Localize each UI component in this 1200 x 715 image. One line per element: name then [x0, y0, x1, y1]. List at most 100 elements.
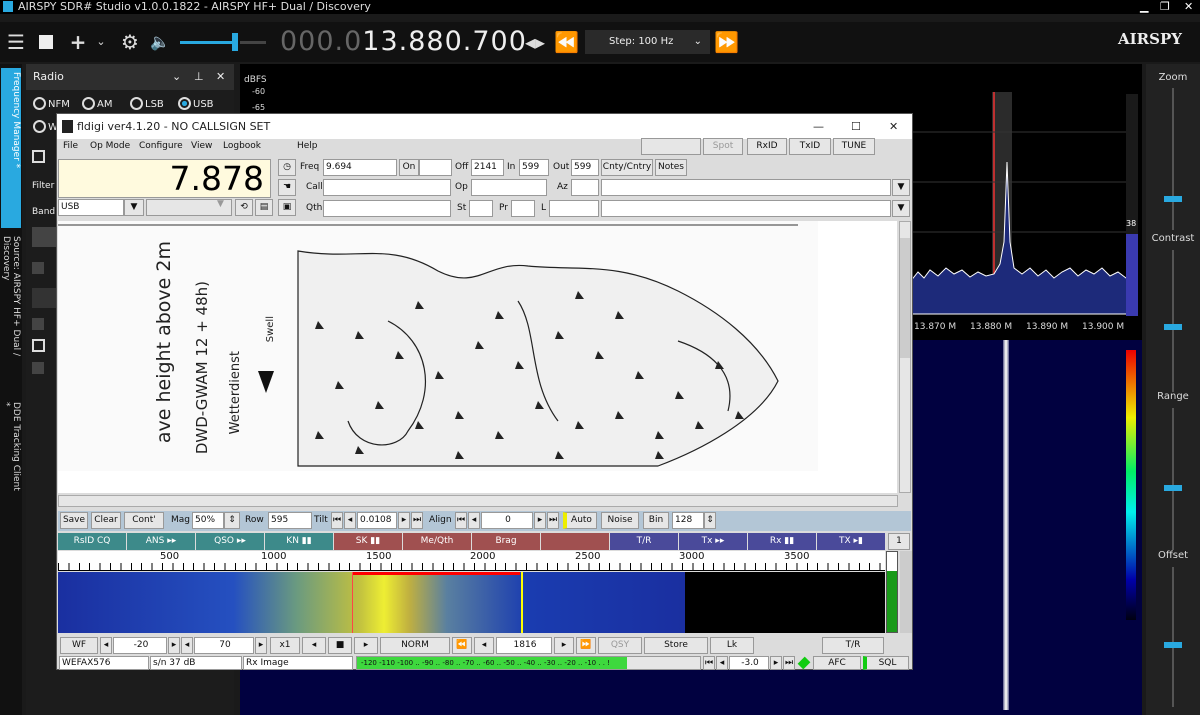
fast-left-icon[interactable]: ⏪ [452, 637, 472, 654]
on-field[interactable] [419, 159, 452, 176]
op-field[interactable] [471, 179, 547, 196]
bin-spinner[interactable]: ⇕ [704, 512, 716, 529]
freq-field[interactable]: 9.694 [323, 159, 397, 176]
right-icon[interactable]: ▸ [770, 656, 782, 670]
state-field[interactable] [469, 200, 493, 217]
wefax-image[interactable]: ave height above 2m DWD-GWAM 12 + 48h) W… [58, 221, 897, 493]
tilt-field[interactable]: 0.0108 [357, 512, 397, 529]
pause-icon[interactable]: ■ [328, 637, 352, 654]
lock-button[interactable]: Lk [710, 637, 754, 654]
close-icon[interactable]: ✕ [1184, 0, 1194, 13]
tuning-cursor[interactable] [521, 572, 523, 633]
align-field[interactable]: 0 [481, 512, 533, 529]
qth-field[interactable] [323, 200, 451, 217]
save-icon[interactable]: ▣ [278, 199, 296, 216]
macro-page-button[interactable]: 1 [888, 533, 910, 550]
chevron-down-icon[interactable]: ⌄ [172, 70, 182, 83]
minimize-icon[interactable]: ▁ [1140, 0, 1149, 13]
right-icon[interactable]: ▸ [554, 637, 574, 654]
chevron-down-icon[interactable]: ▼ [892, 200, 910, 217]
checkbox[interactable] [32, 362, 44, 374]
fast-right-icon[interactable]: ⏭ [783, 656, 795, 670]
contrast-slider[interactable] [1172, 250, 1174, 392]
on-button[interactable]: On [399, 159, 419, 176]
input-field[interactable] [32, 288, 56, 308]
carrier-field[interactable]: 1816 [496, 637, 552, 654]
menu-help[interactable]: Help [297, 141, 318, 151]
az-field[interactable] [571, 179, 599, 196]
hand-icon[interactable]: ☚ [278, 179, 296, 196]
chevron-down-icon[interactable]: ▼ [217, 199, 224, 209]
sync-icon[interactable]: ⟲ [235, 199, 253, 216]
checkbox[interactable] [32, 318, 44, 330]
macro-me-qth[interactable]: Me/Qth [403, 533, 471, 550]
tab-frequency-manager[interactable]: Frequency Manager * [1, 68, 21, 228]
zoom-slider-knob[interactable] [1164, 196, 1182, 202]
zoom-x1-button[interactable]: x1 [270, 637, 300, 654]
offset-slider-knob[interactable] [1164, 642, 1182, 648]
swap-arrows-icon[interactable]: ◂▸ [524, 30, 546, 54]
left-icon[interactable]: ◂ [474, 637, 494, 654]
stop-icon[interactable] [39, 35, 53, 49]
align-right-fast-icon[interactable]: ⏭ [547, 512, 559, 529]
speaker-icon[interactable]: 🔈 [150, 32, 170, 51]
menu-op-mode[interactable]: Op Mode [90, 141, 131, 151]
mode-radio-nfm[interactable]: NFM [33, 97, 70, 110]
frequency-readout[interactable]: 7.878 [58, 159, 271, 198]
qsy-button[interactable]: QSY [598, 637, 642, 654]
norm-button[interactable]: NORM [380, 637, 450, 654]
macro-rsid-cq[interactable]: RsID CQ [58, 533, 126, 550]
maximize-icon[interactable]: ☐ [851, 120, 861, 133]
tune-button[interactable]: TUNE [833, 138, 875, 155]
align-left-fast-icon[interactable]: ⏮ [455, 512, 467, 529]
mag-field[interactable]: 50% [192, 512, 224, 529]
minimize-icon[interactable]: — [813, 120, 824, 133]
rxid-button[interactable]: RxID [747, 138, 787, 155]
clock-icon[interactable]: ◷ [278, 159, 296, 176]
tr-button[interactable]: T/R [822, 637, 884, 654]
clear-button[interactable]: Clear [91, 512, 121, 529]
menu-configure[interactable]: Configure [139, 141, 183, 151]
in-field[interactable]: 599 [519, 159, 549, 176]
notes-button[interactable]: Notes [655, 159, 687, 176]
min-up-icon[interactable]: ▸ [168, 637, 180, 654]
mode-radio-am[interactable]: AM [82, 97, 112, 110]
row-field[interactable]: 595 [268, 512, 312, 529]
forward-icon[interactable]: ⏩ [714, 30, 739, 54]
fast-left-icon[interactable]: ⏮ [703, 656, 715, 670]
tab-source[interactable]: Source: AIRSPY HF+ Dual / Discovery [1, 236, 21, 357]
restore-icon[interactable]: ❐ [1160, 0, 1170, 13]
filter-select[interactable] [32, 227, 56, 247]
status-mode[interactable]: WEFAX576 [59, 656, 149, 670]
tilt-right-fast-icon[interactable]: ⏭ [411, 512, 423, 529]
province-field[interactable] [511, 200, 535, 217]
afc-button[interactable]: AFC [813, 656, 861, 670]
volume-slider[interactable] [180, 41, 238, 44]
contrast-slider-knob[interactable] [1164, 324, 1182, 330]
menu-icon[interactable]: ☰ [7, 30, 25, 54]
add-icon[interactable]: + [69, 30, 87, 54]
auto-button[interactable]: Auto [563, 512, 597, 529]
locator-field[interactable] [549, 200, 599, 217]
mode-radio-lsb[interactable]: LSB [130, 97, 164, 110]
store-button[interactable]: Store [644, 637, 708, 654]
macro-kn[interactable]: KN ▮▮ [265, 533, 333, 550]
checkbox[interactable] [32, 339, 45, 352]
macro-tx[interactable]: Tx ▸▸ [679, 533, 747, 550]
txid-button[interactable]: TxID [789, 138, 831, 155]
checkbox[interactable] [32, 262, 44, 274]
step-select[interactable]: Step: 100 Hz ⌄ [585, 30, 710, 54]
min-down-icon[interactable]: ◂ [100, 637, 112, 654]
noise-button[interactable]: Noise [601, 512, 639, 529]
volume-knob[interactable] [232, 33, 238, 51]
mode-select[interactable]: USB [58, 199, 124, 216]
macro-tr[interactable]: T/R [610, 533, 678, 550]
scroll-left-icon[interactable]: ◂ [302, 637, 326, 654]
close-icon[interactable]: ✕ [216, 70, 226, 83]
scrollbar-thumb[interactable] [900, 238, 910, 358]
macro-qso[interactable]: QSO ▸▸ [196, 533, 264, 550]
scroll-right-icon[interactable]: ▸ [354, 637, 378, 654]
bin-button[interactable]: Bin [643, 512, 669, 529]
chevron-down-icon[interactable]: ▼ [124, 199, 144, 216]
range-up-icon[interactable]: ▸ [255, 637, 267, 654]
